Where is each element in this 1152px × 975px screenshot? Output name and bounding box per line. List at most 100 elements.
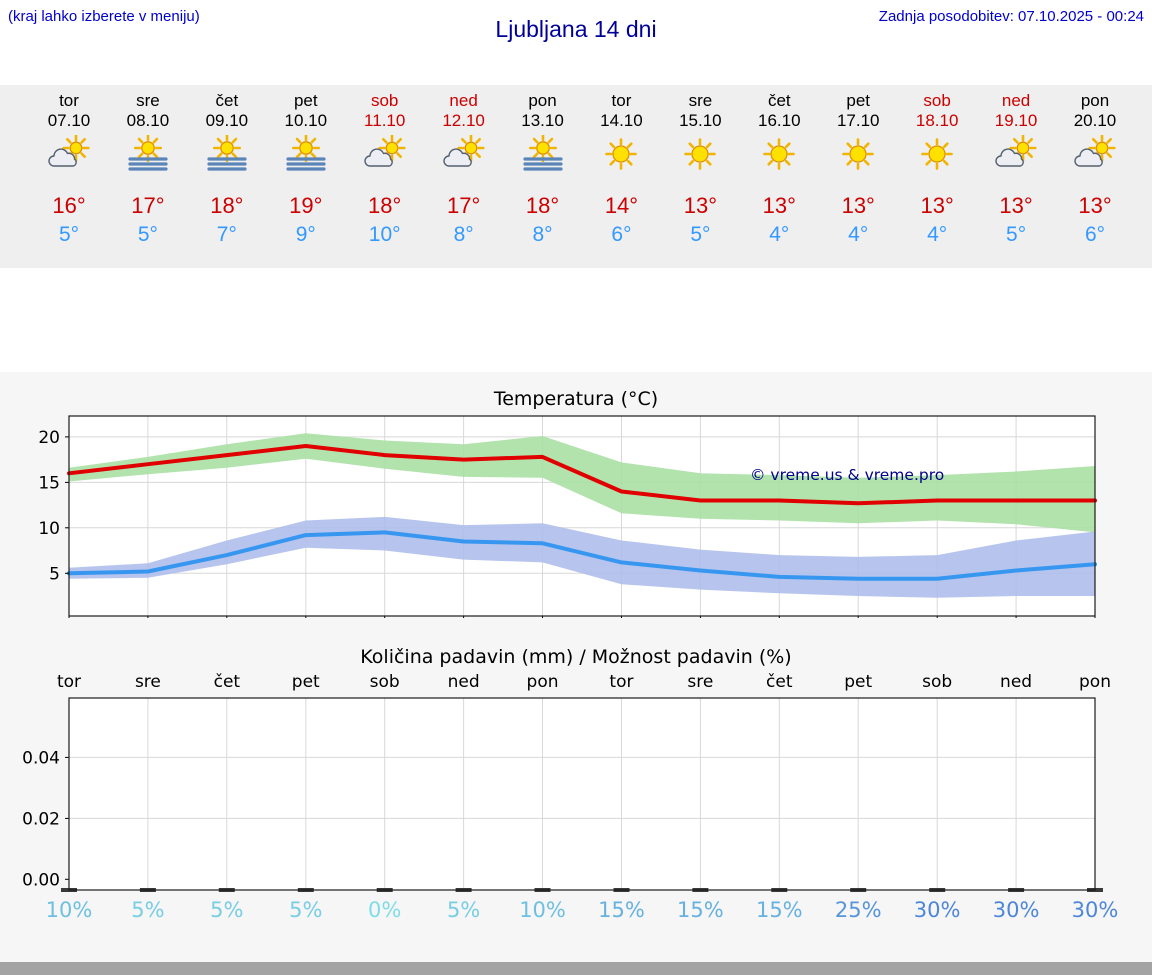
day-date: 16.10 <box>758 111 801 130</box>
precip-probability-label: 15% <box>677 898 724 922</box>
forecast-day-cell: tor 07.10 16° 5° <box>29 85 109 247</box>
low-temp: 7° <box>216 223 237 246</box>
forecast-strip: tor 07.10 16° 5° sre 08.10 17° 5° čet 09.10 18° 7° p… <box>0 85 1152 268</box>
day-date: 09.10 <box>205 111 249 130</box>
precip-day-label: sre <box>687 672 714 692</box>
precip-day-label: čet <box>213 672 241 692</box>
sun-fog-icon <box>266 134 346 179</box>
low-temp: 4° <box>927 223 948 246</box>
precip-day-labels-row: tor sre čet pet sob ned pon tor sre čet pet sob ned p… <box>0 670 1152 696</box>
sun-cloud-icon <box>976 134 1056 179</box>
low-temp: 8° <box>532 223 553 246</box>
precip-day-label: pon <box>526 672 559 692</box>
precip-day-label: sob <box>369 672 400 692</box>
day-name: čet <box>767 91 791 110</box>
last-update-text: Zadnja posodobitev: 07.10.2025 - 00:24 <box>878 8 1144 25</box>
low-temp: 5° <box>58 223 80 246</box>
day-date: 17.10 <box>836 111 880 130</box>
svg-text:0.02: 0.02 <box>22 809 60 829</box>
sun-icon <box>818 135 898 179</box>
precip-day-label: pet <box>291 672 320 692</box>
day-name: tor <box>611 91 632 110</box>
low-temp: 5° <box>1006 223 1027 246</box>
precip-day-label: sre <box>134 672 161 692</box>
svg-text:20: 20 <box>38 428 60 448</box>
low-temp: 5° <box>137 223 158 246</box>
high-temp: 18° <box>525 193 560 218</box>
day-name: tor <box>59 91 79 110</box>
high-temp: 13° <box>999 193 1033 218</box>
copyright-link[interactable]: © vreme.us & vreme.pro <box>750 466 944 484</box>
forecast-day-cell: tor 14.10 14° 6° <box>581 85 661 247</box>
svg-text:0.00: 0.00 <box>22 870 60 890</box>
high-temp: 13° <box>683 193 718 218</box>
day-name: ned <box>449 91 478 110</box>
svg-text:5: 5 <box>49 564 60 584</box>
high-temp: 13° <box>841 193 875 218</box>
forecast-day-cell: sre 08.10 17° 5° <box>108 85 188 247</box>
precip-probability-label: 15% <box>598 898 645 922</box>
day-name: pet <box>293 91 318 110</box>
day-name: ned <box>1001 91 1031 110</box>
low-temp: 6° <box>1084 223 1106 246</box>
sun-cloud-icon <box>424 134 504 179</box>
forecast-day-cell: pet 17.10 13° 4° <box>818 85 898 247</box>
page-title: Ljubljana 14 dni <box>495 16 657 42</box>
low-temp: 9° <box>295 223 316 246</box>
svg-text:0.04: 0.04 <box>22 748 60 768</box>
precip-probability-label: 30% <box>992 898 1040 922</box>
temperature-chart: 5 10 15 20 © vreme.us & vreme.pro <box>0 412 1152 620</box>
precip-day-label: ned <box>447 672 480 692</box>
low-temp: 4° <box>769 223 790 246</box>
precip-day-label: tor <box>609 672 634 692</box>
day-name: čet <box>215 91 239 110</box>
temperature-chart-title: Temperatura (°C) <box>493 388 659 410</box>
day-date: 14.10 <box>600 111 643 130</box>
precip-probability-label: 0% <box>368 898 402 922</box>
low-temp: 4° <box>848 223 869 246</box>
precip-day-label: pon <box>1079 672 1111 692</box>
precip-day-label: pet <box>844 672 873 692</box>
sun-cloud-icon <box>1055 134 1135 179</box>
charts-section: Temperatura (°C) 5 10 15 20 © vreme.us & vre… <box>0 372 1152 962</box>
forecast-day-cell: ned 12.10 17° 8° <box>424 85 504 247</box>
sun-fog-icon <box>187 134 267 179</box>
svg-text:10: 10 <box>38 519 60 539</box>
sun-fog-icon <box>503 134 583 179</box>
forecast-day-cell: sre 15.10 13° 5° <box>660 85 740 247</box>
forecast-day-cell: čet 16.10 13° 4° <box>739 85 819 247</box>
high-temp: 17° <box>446 193 481 218</box>
day-name: pon <box>1080 91 1110 110</box>
precip-probability-label: 5% <box>446 898 481 922</box>
high-temp: 14° <box>604 193 639 218</box>
high-temp: 19° <box>289 193 323 218</box>
sun-icon <box>739 135 819 179</box>
forecast-day-cell: pon 20.10 13° 6° <box>1055 85 1135 247</box>
low-temp: 6° <box>611 223 632 246</box>
precip-day-label: čet <box>766 672 793 692</box>
high-temp: 17° <box>131 193 165 218</box>
day-name: sob <box>923 91 951 110</box>
day-name: sre <box>688 91 713 110</box>
menu-hint-link[interactable]: (kraj lahko izberete v meniju) <box>8 8 200 25</box>
precip-probability-label: 10% <box>519 898 566 922</box>
header: (kraj lahko izberete v meniju) Ljubljana… <box>0 0 1152 85</box>
day-date: 20.10 <box>1073 111 1117 130</box>
temperature-chart-svg: 5 10 15 20 © vreme.us & vreme.pro <box>38 415 1097 620</box>
high-temp: 16° <box>52 193 86 218</box>
precip-day-label: tor <box>56 672 82 692</box>
spacer <box>0 268 1152 372</box>
forecast-day-cell: sob 18.10 13° 4° <box>897 85 977 247</box>
day-name: sob <box>370 91 399 110</box>
high-temp: 13° <box>1078 193 1112 218</box>
day-date: 07.10 <box>47 111 91 130</box>
low-temp: 10° <box>368 223 401 246</box>
forecast-day-cell: ned 19.10 13° 5° <box>976 85 1056 247</box>
day-name: pet <box>846 91 871 110</box>
precip-day-label: sob <box>922 672 953 692</box>
day-date: 18.10 <box>915 111 959 130</box>
low-temp: 5° <box>690 223 711 246</box>
high-temp: 13° <box>920 193 954 218</box>
precip-probability-row: 10% 5% 5% 5% 0% 5% 10% 15% 15% 15% 25% 30% 30% 30% <box>0 896 1152 932</box>
